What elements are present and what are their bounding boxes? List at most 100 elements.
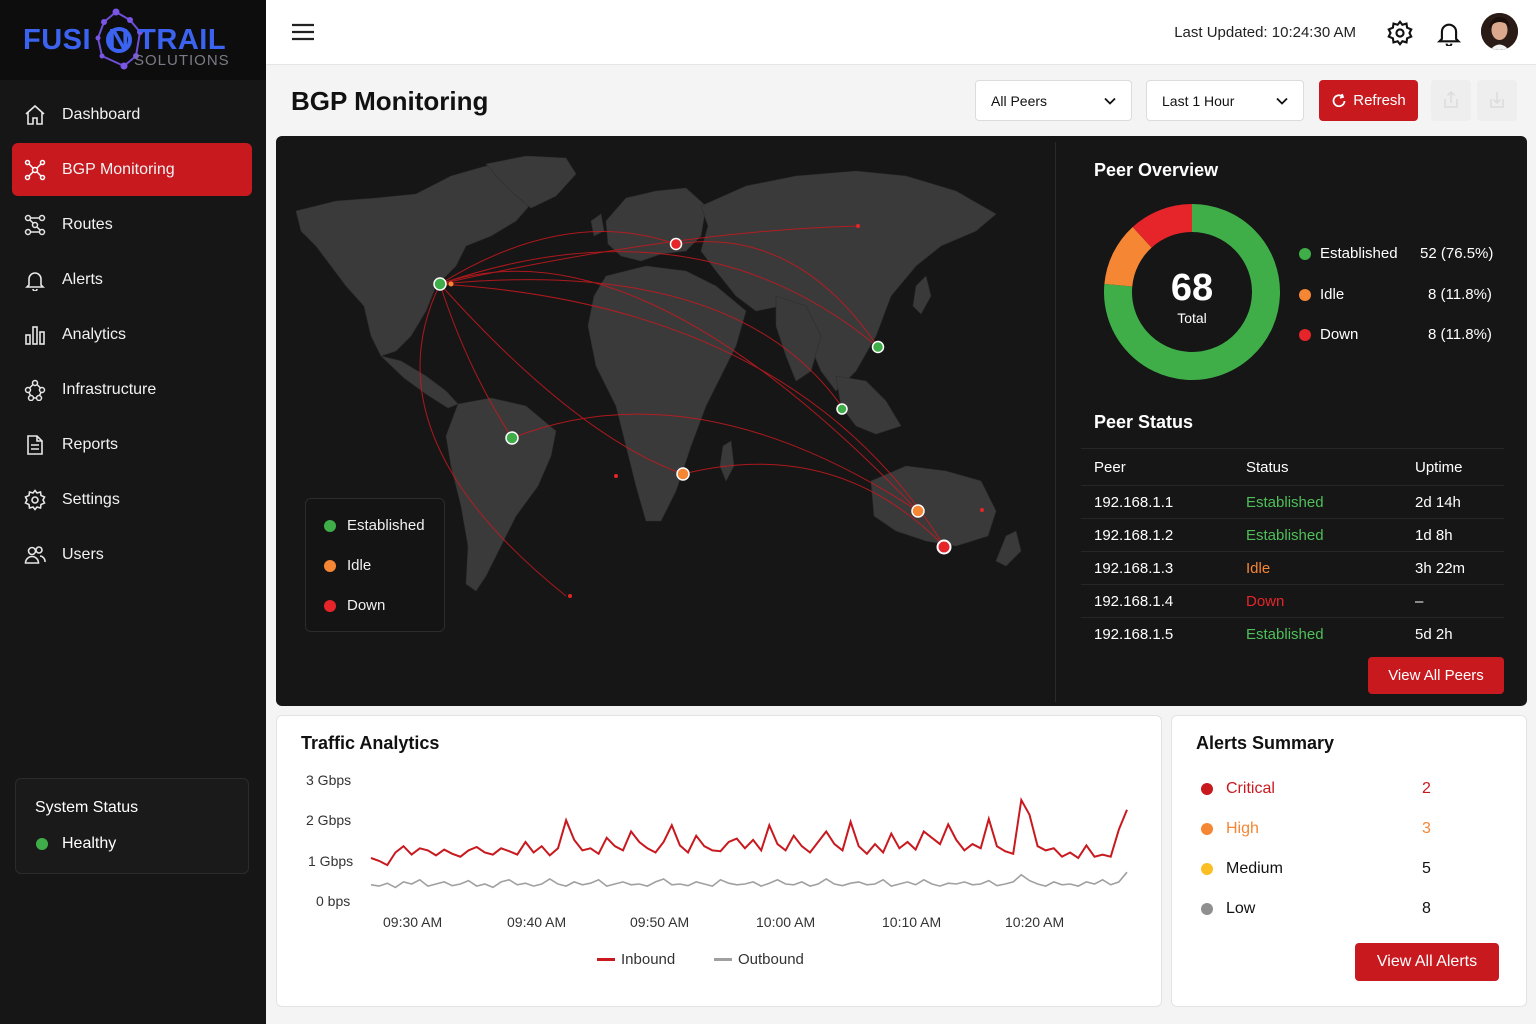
chart-legend-inbound[interactable]: Inbound xyxy=(597,951,675,968)
traffic-line-chart[interactable] xyxy=(367,766,1147,916)
column-header: Status xyxy=(1246,458,1289,476)
bgp-route-arcs xyxy=(419,225,945,597)
alert-count: 2 xyxy=(1422,780,1431,797)
series-line-inbound xyxy=(370,796,1128,867)
sidebar-item-dashboard[interactable]: Dashboard xyxy=(12,88,252,141)
peer-uptime: 5d 2h xyxy=(1415,626,1453,643)
peer-marker-established[interactable] xyxy=(836,403,848,415)
document-icon xyxy=(24,434,46,456)
peer-marker-small xyxy=(980,508,984,512)
traffic-analytics-card: Traffic Analytics 3 Gbps 2 Gbps 1 Gbps 0… xyxy=(276,715,1162,1007)
x-tick-label: 10:10 AM xyxy=(882,914,942,930)
sidebar-item-alerts[interactable]: Alerts xyxy=(12,253,252,306)
alert-row-low[interactable]: Low 8 xyxy=(1201,900,1431,918)
time-range-select[interactable]: Last 1 Hour xyxy=(1146,80,1304,121)
peer-overview-title: Peer Overview xyxy=(1094,160,1219,180)
sidebar-item-label: Analytics xyxy=(62,325,127,343)
table-row[interactable]: 192.168.1.1 Established 2d 14h xyxy=(1081,486,1504,519)
peer-ip: 192.168.1.4 xyxy=(1094,592,1174,610)
y-tick-label: 2 Gbps xyxy=(306,812,352,828)
logo-wordmark: FUSI N TRAIL xyxy=(23,24,227,56)
table-row[interactable]: 192.168.1.4 Down – xyxy=(1081,585,1504,618)
continents xyxy=(295,155,1022,592)
peer-ip: 192.168.1.2 xyxy=(1094,526,1174,544)
sidebar-item-routes[interactable]: Routes xyxy=(12,198,252,251)
alert-dot xyxy=(1201,863,1213,875)
sidebar-item-reports[interactable]: Reports xyxy=(12,418,252,471)
peer-overview-donut[interactable]: 68 Total xyxy=(1102,202,1282,382)
peer-status: Idle xyxy=(1246,559,1271,577)
view-all-alerts-button[interactable]: View All Alerts xyxy=(1355,943,1499,981)
routes-icon xyxy=(24,214,46,236)
legend-item-established: Established xyxy=(324,517,425,534)
sidebar-item-users[interactable]: Users xyxy=(12,528,252,581)
legend-item-idle: Idle xyxy=(324,557,371,574)
user-avatar[interactable] xyxy=(1481,13,1518,50)
table-header: Peer Status Uptime xyxy=(1081,448,1504,486)
alert-row-high[interactable]: High 3 xyxy=(1201,820,1431,838)
donut-segment-down[interactable] xyxy=(1132,204,1193,249)
logo-subtitle: SOLUTIONS xyxy=(134,52,230,69)
sidebar-item-bgp-monitoring[interactable]: BGP Monitoring xyxy=(12,143,252,196)
peer-status: Down xyxy=(1246,592,1285,610)
chevron-down-icon xyxy=(1104,97,1116,105)
logo-molecule-icon xyxy=(95,8,143,70)
hamburger-menu-icon[interactable] xyxy=(292,22,314,42)
peer-uptime: 2d 14h xyxy=(1415,493,1461,511)
refresh-button[interactable]: Refresh xyxy=(1319,80,1418,121)
peer-status-title: Peer Status xyxy=(1094,412,1194,432)
table-row[interactable]: 192.168.1.5 Established 5d 2h xyxy=(1081,618,1504,651)
brand-logo[interactable]: FUSI N TRAIL SOLUTIONS xyxy=(0,0,266,80)
sidebar-item-analytics[interactable]: Analytics xyxy=(12,308,252,361)
sidebar-item-settings[interactable]: Settings xyxy=(12,473,252,526)
donut-segment-established[interactable] xyxy=(1104,204,1280,380)
table-row[interactable]: 192.168.1.2 Established 1d 8h xyxy=(1081,519,1504,552)
x-tick-label: 09:50 AM xyxy=(630,914,690,930)
peer-marker-small xyxy=(856,224,860,228)
alert-row-medium[interactable]: Medium 5 xyxy=(1201,860,1431,878)
alert-row-critical[interactable]: Critical 2 xyxy=(1201,780,1431,798)
peer-ip: 192.168.1.5 xyxy=(1094,626,1174,643)
peer-marker-down[interactable] xyxy=(936,539,952,555)
view-all-peers-button[interactable]: View All Peers xyxy=(1368,657,1504,694)
peer-markers[interactable] xyxy=(433,224,984,598)
y-tick-label: 0 bps xyxy=(316,893,351,909)
status-dot xyxy=(36,838,48,850)
bgp-map-card: Established Idle Down Peer Overview 68 T… xyxy=(276,136,1527,706)
peer-marker-established[interactable] xyxy=(433,277,447,291)
gear-icon[interactable] xyxy=(1387,20,1413,46)
legend-label: Idle xyxy=(347,557,372,574)
gear-icon xyxy=(24,488,46,511)
page-title: BGP Monitoring xyxy=(291,86,489,116)
peer-marker-established[interactable] xyxy=(505,431,519,445)
peers-filter-select[interactable]: All Peers xyxy=(975,80,1132,121)
peer-status-panel: Peer Status Peer Status Uptime 192.168.1… xyxy=(1081,396,1504,652)
donut-segment-idle[interactable] xyxy=(1104,226,1153,288)
panel-divider xyxy=(1055,142,1056,702)
legend-dot xyxy=(324,599,336,612)
bell-icon xyxy=(24,269,46,291)
export-button[interactable] xyxy=(1477,80,1517,121)
peer-marker-down[interactable] xyxy=(669,237,683,251)
share-button[interactable] xyxy=(1431,80,1471,121)
sidebar-item-infrastructure[interactable]: Infrastructure xyxy=(12,363,252,416)
peer-status: Established xyxy=(1246,493,1324,511)
x-tick-label: 10:20 AM xyxy=(1005,914,1065,930)
chart-legend-outbound[interactable]: Outbound xyxy=(714,951,804,968)
notification-bell-icon[interactable] xyxy=(1436,20,1462,46)
x-tick-label: 10:00 AM xyxy=(756,914,816,930)
peer-marker-established[interactable] xyxy=(871,340,885,354)
world-map[interactable] xyxy=(276,136,1056,706)
bar-chart-icon xyxy=(24,324,46,346)
alert-dot xyxy=(1201,903,1213,915)
alerts-summary-card: Alerts Summary Critical 2 High 3 Medium … xyxy=(1171,715,1527,1007)
overview-dot xyxy=(1299,247,1311,260)
peer-marker-idle[interactable] xyxy=(676,467,690,481)
system-status-title: System Status xyxy=(35,799,139,816)
peer-marker-idle[interactable] xyxy=(911,504,925,518)
legend-item-down: Down xyxy=(324,597,385,614)
system-status-card: System Status Healthy xyxy=(15,778,249,874)
table-row[interactable]: 192.168.1.3 Idle 3h 22m xyxy=(1081,552,1504,585)
topbar: Last Updated: 10:24:30 AM xyxy=(266,0,1536,65)
overview-label: Established xyxy=(1320,245,1398,262)
